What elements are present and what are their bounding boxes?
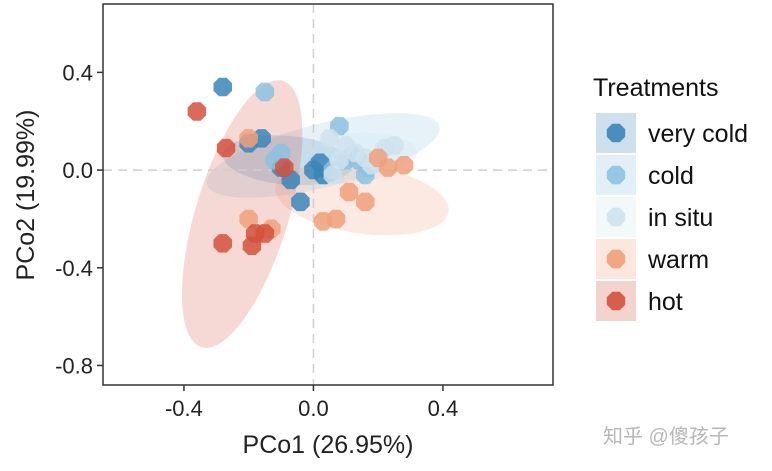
legend-label-very-cold: very cold bbox=[648, 120, 748, 148]
point-in-situ bbox=[330, 151, 349, 170]
y-tick-label: -0.8 bbox=[55, 353, 93, 378]
axes: -0.4 0.0 0.4 -0.8 -0.4 0.0 0.4 bbox=[55, 60, 458, 421]
y-tick-label: 0.4 bbox=[62, 60, 93, 85]
x-tick-label: 0.4 bbox=[428, 396, 459, 421]
point-warm bbox=[368, 148, 388, 168]
y-tick-label: 0.0 bbox=[62, 158, 93, 183]
point-warm bbox=[339, 182, 359, 202]
point-warm bbox=[239, 209, 258, 229]
point-in-situ bbox=[323, 165, 343, 185]
legend-label-cold: cold bbox=[648, 162, 694, 190]
x-tick-label: 0.0 bbox=[298, 396, 329, 421]
legend-marker-in-situ bbox=[606, 207, 626, 227]
legend-label-in-situ: in situ bbox=[648, 204, 713, 232]
point-very-cold bbox=[213, 77, 232, 97]
point-hot bbox=[242, 236, 262, 255]
y-tick-label: -0.4 bbox=[55, 256, 93, 281]
point-in-situ bbox=[320, 129, 339, 148]
legend-marker-cold bbox=[606, 165, 626, 185]
legend-marker-warm bbox=[606, 249, 626, 269]
legend-marker-hot bbox=[606, 291, 626, 311]
legend-label-hot: hot bbox=[648, 288, 683, 316]
point-cold bbox=[255, 82, 275, 102]
y-axis-title: PCo2 (19.99%) bbox=[12, 110, 40, 281]
point-hot bbox=[255, 224, 275, 243]
plot-border bbox=[102, 3, 554, 386]
legend-marker-very-cold bbox=[606, 123, 626, 143]
point-hot bbox=[213, 234, 232, 253]
point-hot bbox=[275, 158, 294, 177]
legend-label-warm: warm bbox=[647, 246, 709, 274]
point-warm bbox=[326, 209, 346, 229]
point-hot bbox=[216, 138, 236, 158]
point-in-situ bbox=[385, 136, 404, 155]
point-warm bbox=[356, 192, 375, 212]
x-axis-title: PCo1 (26.95%) bbox=[243, 431, 414, 459]
point-very-cold bbox=[291, 192, 310, 212]
legend-title: Treatments bbox=[593, 74, 719, 102]
watermark-text: 知乎 @傻孩子 bbox=[603, 425, 729, 448]
point-warm bbox=[239, 129, 258, 148]
legend: very cold cold in situ warm hot bbox=[596, 113, 748, 321]
data-points bbox=[187, 77, 414, 255]
x-tick-label: -0.4 bbox=[165, 396, 203, 421]
point-hot bbox=[187, 102, 207, 121]
point-warm bbox=[394, 156, 414, 175]
point-in-situ bbox=[346, 143, 365, 163]
